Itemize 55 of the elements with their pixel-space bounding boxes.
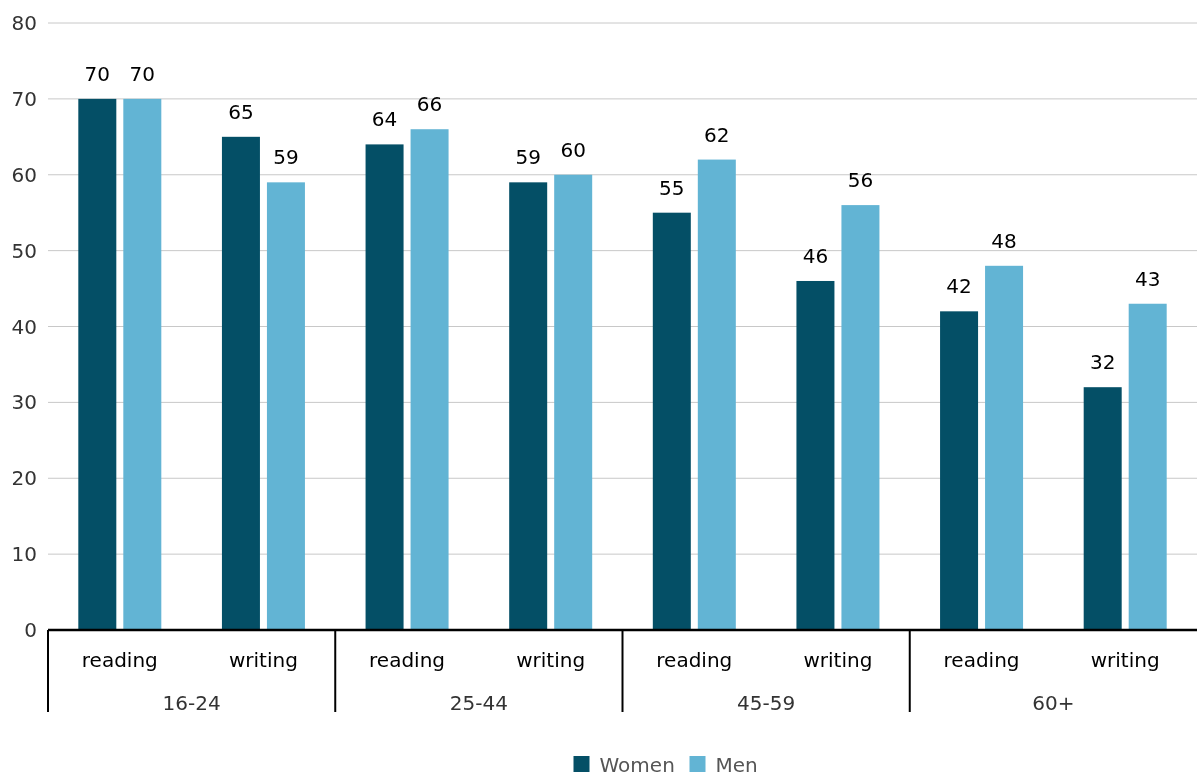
legend-label: Women	[599, 753, 675, 777]
y-tick-label: 40	[11, 314, 37, 339]
y-tick-label: 70	[11, 86, 37, 111]
text: 60+	[1032, 691, 1075, 715]
text: 45-59	[737, 691, 796, 715]
bar	[1128, 303, 1167, 630]
data-label: 70	[129, 61, 156, 86]
data-label: 56	[847, 168, 874, 193]
y-tick-label: 10	[11, 542, 37, 567]
text: 25-44	[449, 691, 508, 715]
x-tick-label: reading	[656, 648, 733, 672]
x-tick-label: writing	[516, 648, 586, 672]
bar	[123, 98, 162, 630]
data-label: 60	[560, 137, 586, 162]
x-tick-label: reading	[943, 648, 1020, 672]
data-label: 65	[228, 99, 254, 124]
x-tick-label: reading	[369, 648, 446, 672]
y-tick-label: 0	[24, 618, 37, 642]
data-label: 62	[704, 122, 730, 147]
data-label: 48	[991, 228, 1017, 253]
bar	[1083, 387, 1122, 630]
text: 16-24	[162, 691, 221, 715]
x-tick-label: reading	[81, 648, 158, 672]
data-label: 43	[1134, 266, 1161, 291]
y-tick-label: 30	[11, 390, 37, 415]
bar	[796, 280, 835, 630]
data-label: 46	[802, 243, 829, 268]
bar	[78, 98, 117, 630]
bar	[554, 174, 593, 630]
y-tick-label: 80	[11, 11, 37, 35]
data-label: 59	[273, 145, 299, 170]
bar	[841, 205, 880, 630]
bar	[940, 311, 979, 630]
x-tick-label: writing	[803, 648, 873, 672]
data-label: 42	[946, 274, 972, 299]
x-tick-label: writing	[228, 648, 298, 672]
data-label: 64	[371, 107, 398, 132]
bar	[985, 265, 1024, 630]
data-label: 66	[416, 92, 443, 117]
bar	[652, 212, 691, 630]
y-tick-label: 20	[11, 466, 37, 491]
data-label: 59	[515, 145, 541, 170]
bar	[509, 182, 548, 630]
bar	[697, 159, 736, 630]
bar	[221, 136, 260, 630]
bar	[266, 182, 305, 630]
data-label: 70	[84, 61, 111, 86]
legend-label: Men	[715, 753, 758, 777]
y-tick-label: 50	[11, 238, 37, 263]
x-tick-label: writing	[1090, 648, 1160, 672]
bar	[365, 144, 404, 630]
bar	[410, 129, 449, 630]
data-label: 32	[1089, 350, 1116, 375]
data-label: 55	[659, 175, 685, 200]
y-tick-label: 60	[11, 162, 37, 187]
